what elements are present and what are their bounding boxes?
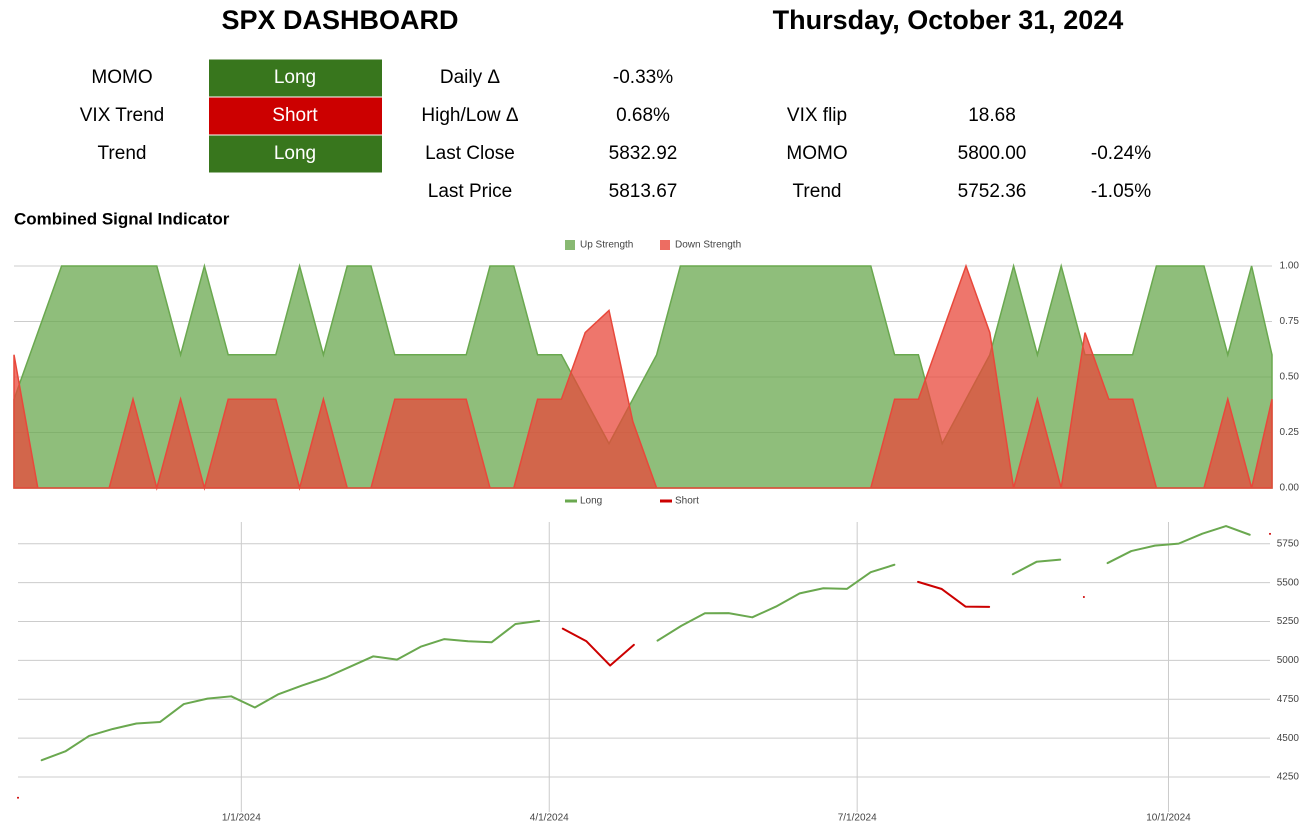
y-tick-label: 0.50 bbox=[1280, 372, 1300, 383]
legend-swatch bbox=[660, 240, 670, 250]
y-tick-label: 0.25 bbox=[1280, 427, 1300, 438]
signal-box bbox=[209, 59, 382, 97]
level-value: 5752.36 bbox=[958, 181, 1027, 202]
stat-label: Daily Δ bbox=[440, 67, 501, 88]
stat-value: 0.68% bbox=[616, 105, 670, 126]
legend-label: Up Strength bbox=[580, 240, 633, 251]
x-tick-label: 4/1/2024 bbox=[530, 813, 569, 824]
line bbox=[40, 525, 1251, 762]
stat-value: 5813.67 bbox=[609, 181, 678, 202]
legend-label: Long bbox=[580, 496, 602, 507]
signal-label: Trend bbox=[98, 143, 147, 164]
stat-value: -0.33% bbox=[613, 67, 673, 88]
legend-label: Down Strength bbox=[675, 240, 741, 251]
signal-status: Long bbox=[274, 67, 316, 88]
y-tick-label: 5250 bbox=[1277, 616, 1300, 627]
legend-swatch bbox=[565, 240, 575, 250]
y-tick-label: 4750 bbox=[1277, 694, 1300, 705]
level-value: 5800.00 bbox=[958, 143, 1027, 164]
signal-status: Short bbox=[272, 105, 318, 126]
level-value: 18.68 bbox=[968, 105, 1016, 126]
level-change: -0.24% bbox=[1091, 143, 1151, 164]
level-label: VIX flip bbox=[787, 105, 847, 126]
signal-box bbox=[209, 135, 382, 173]
y-tick-label: 0.75 bbox=[1280, 316, 1300, 327]
y-tick-label: 5750 bbox=[1277, 538, 1300, 549]
level-label: Trend bbox=[793, 181, 842, 202]
signal-box bbox=[209, 97, 382, 135]
legend-label: Short bbox=[675, 496, 699, 507]
title: SPX DASHBOARD bbox=[221, 5, 458, 35]
stat-value: 5832.92 bbox=[609, 143, 678, 164]
date: Thursday, October 31, 2024 bbox=[773, 5, 1124, 35]
level-label: MOMO bbox=[786, 143, 847, 164]
section-title: Combined Signal Indicator bbox=[14, 209, 230, 228]
x-tick-label: 10/1/2024 bbox=[1146, 813, 1191, 824]
y-tick-label: 0.00 bbox=[1280, 483, 1300, 494]
y-tick-label: 5500 bbox=[1277, 577, 1300, 588]
signal-label: MOMO bbox=[91, 67, 152, 88]
y-tick-label: 4250 bbox=[1277, 772, 1300, 783]
signal-status: Long bbox=[274, 143, 316, 164]
line bbox=[17, 532, 1272, 799]
stat-label: Last Price bbox=[428, 181, 512, 202]
stat-label: High/Low Δ bbox=[421, 105, 518, 126]
y-tick-label: 1.00 bbox=[1280, 261, 1300, 272]
x-tick-label: 7/1/2024 bbox=[838, 813, 877, 824]
level-change: -1.05% bbox=[1091, 181, 1151, 202]
signal-label: VIX Trend bbox=[80, 105, 165, 126]
x-tick-label: 1/1/2024 bbox=[222, 813, 261, 824]
area bbox=[13, 263, 1273, 491]
y-tick-label: 4500 bbox=[1277, 733, 1300, 744]
y-tick-label: 5000 bbox=[1277, 655, 1300, 666]
stat-label: Last Close bbox=[425, 143, 515, 164]
